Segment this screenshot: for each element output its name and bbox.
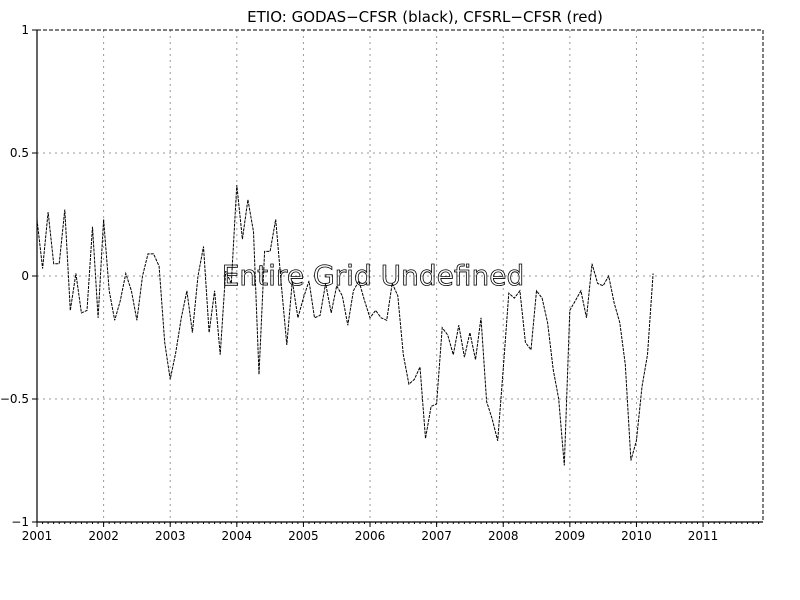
x-tick-label: 2007 — [421, 529, 452, 543]
x-tick-label: 2005 — [288, 529, 319, 543]
x-tick-label: 2009 — [555, 529, 586, 543]
x-tick-label: 2003 — [155, 529, 186, 543]
x-tick-label: 2001 — [22, 529, 53, 543]
y-tick-label: 0 — [21, 269, 29, 283]
y-axis-ticks: 1 0.5 0 −0.5 −1 — [0, 23, 37, 529]
y-tick-label: −1 — [11, 515, 29, 529]
y-tick-label: 0.5 — [10, 146, 29, 160]
x-axis-ticks: 2001 2002 2003 2004 2005 2006 2007 2008 2009 2010… — [22, 522, 760, 543]
chart-title: ETIO: GODAS−CFSR (black), CFSRL−CFSR (re… — [247, 8, 603, 26]
x-tick-label: 2002 — [88, 529, 119, 543]
overlay-message: Entire Grid Undefined — [222, 259, 525, 292]
y-tick-label: −0.5 — [0, 392, 29, 406]
x-tick-label: 2004 — [222, 529, 253, 543]
y-tick-label: 1 — [21, 23, 29, 37]
series-group — [36, 184, 654, 466]
x-tick-label: 2008 — [488, 529, 519, 543]
series-line — [36, 184, 654, 466]
x-tick-label: 2006 — [355, 529, 386, 543]
grid-lines — [37, 30, 763, 522]
x-tick-label: 2010 — [621, 529, 652, 543]
x-tick-label: 2011 — [688, 529, 719, 543]
